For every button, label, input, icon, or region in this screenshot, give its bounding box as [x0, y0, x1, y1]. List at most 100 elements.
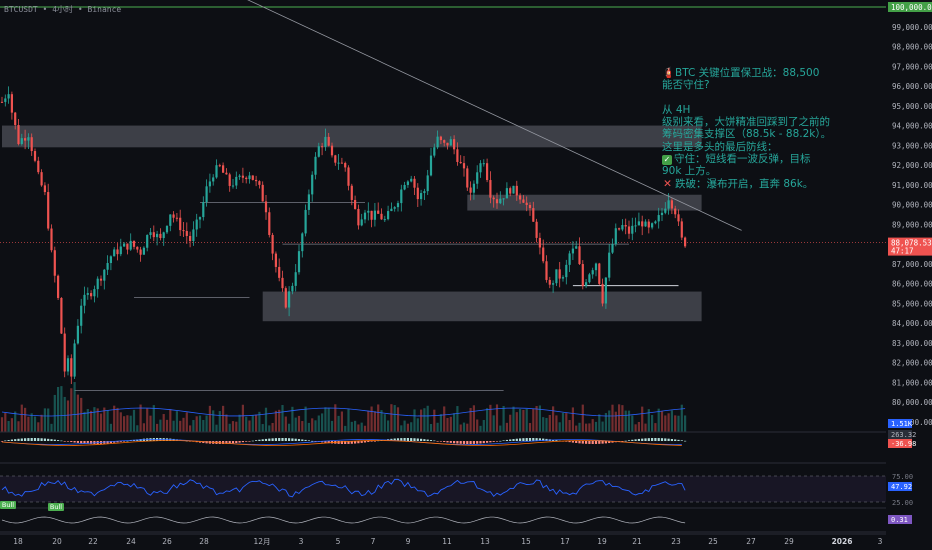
macd-histogram-bar	[495, 441, 499, 442]
volume-bar	[370, 406, 373, 432]
macd-histogram-bar	[453, 441, 456, 444]
macd-line	[1, 439, 682, 445]
volume-bar	[126, 415, 129, 432]
candle-body	[565, 264, 568, 278]
macd-histogram-bar	[7, 440, 10, 441]
rsi-value-label-box	[888, 482, 912, 491]
price-tick-label: 94,000.00	[892, 122, 932, 131]
candle-body	[136, 246, 139, 250]
price-axis[interactable]: 100,000.00 99,000.00 98,000.00 97,000.00 96,…	[886, 0, 932, 550]
macd-histogram-bar	[314, 441, 317, 442]
annotation-line: ✓ 守住：短线看一波反弹，目标	[662, 153, 830, 166]
volume-bar	[469, 407, 472, 432]
time-axis[interactable]: 18 20 22 24 26 28 12月 3 5 7 9 11 13 15 17 19 21 23 25 27 29 2…	[0, 533, 886, 546]
volume-bar	[274, 410, 277, 432]
price-tick-label: 99,000.00	[892, 23, 932, 32]
candle-body	[426, 175, 429, 192]
macd-histogram-bar	[436, 441, 439, 442]
candle-body	[172, 214, 175, 218]
candle-body	[50, 228, 53, 251]
volume-bar	[76, 394, 79, 432]
macd-histogram-bar	[459, 441, 462, 444]
volume-bar	[429, 423, 433, 432]
candle-body	[588, 274, 591, 283]
volume-bar	[99, 413, 103, 432]
candle-body	[555, 269, 558, 284]
annotation-line: 能否守住?	[662, 79, 830, 91]
volume-bar	[538, 405, 541, 432]
interval-label[interactable]: 4小时	[52, 5, 74, 14]
volume-bar	[33, 416, 37, 432]
candle-body	[660, 212, 664, 216]
top-price-label: 100,000.00	[891, 3, 932, 12]
volume-bar	[291, 406, 294, 432]
price-tick-label: 85,000.00	[892, 299, 932, 308]
volume-bar	[449, 416, 452, 432]
price-axis-background	[886, 0, 932, 550]
volume-bar	[50, 423, 53, 432]
analysis-annotation[interactable]: 🧯BTC 关键位置保卫战：88,500 能否守住? 从 4H 级别来看，大饼精准回踩…	[662, 67, 831, 190]
candle-body	[208, 181, 211, 187]
macd-histogram-bar	[126, 440, 129, 442]
candle-body	[416, 187, 419, 200]
volume-bar	[654, 423, 657, 432]
time-tick-label: 12月	[253, 537, 270, 546]
candle-body	[83, 294, 86, 306]
macd-histogram-bar	[73, 441, 76, 443]
volume-ma-line	[1, 407, 686, 417]
volume-bar	[528, 423, 532, 432]
candle-body	[93, 289, 96, 297]
symbol-header: BTCUSDT • 4小时 • Binance	[4, 4, 121, 15]
candle-body	[238, 175, 241, 177]
volume-bar	[611, 404, 614, 432]
volume-bar	[664, 415, 667, 432]
volume-bar	[334, 404, 337, 432]
macd-histogram-bar	[591, 441, 594, 444]
annotation-text: 守住：短线看一波反弹，目标	[674, 153, 811, 166]
macd-histogram-bar	[684, 440, 687, 442]
descending-trendline[interactable]	[246, 0, 742, 231]
volume-bar	[413, 409, 416, 432]
volume-bar	[139, 404, 142, 432]
price-tick-label: 95,000.00	[892, 102, 932, 111]
volume-bar	[324, 407, 327, 432]
candle-body	[664, 208, 667, 213]
annotation-line: ✕ 跌破：瀑布开启，直奔 86k。	[662, 178, 830, 190]
volume-bar	[575, 425, 578, 432]
macd-histogram-bar	[354, 441, 357, 444]
candle-body	[179, 217, 182, 231]
volume-bar	[552, 406, 555, 432]
volume-bar	[225, 414, 228, 432]
volume-bar	[426, 405, 429, 432]
volume-bar	[156, 423, 159, 432]
annotation-text: 跌破：瀑布开启，直奔 86k。	[675, 177, 814, 190]
macd-histogram-bar	[370, 441, 373, 442]
volume-bar	[380, 410, 383, 432]
macd-histogram-bar	[80, 441, 83, 444]
macd-histogram-bar	[406, 438, 409, 441]
symbol-name[interactable]: BTCUSDT	[4, 5, 38, 14]
price-tick-label: 89,000.00	[892, 220, 932, 229]
volume-bar	[505, 422, 508, 432]
candle-body	[515, 185, 518, 196]
macd-histogram-bar	[535, 438, 538, 441]
macd-histogram-bar	[27, 438, 30, 441]
volume-bar	[684, 415, 687, 432]
candle-body	[347, 167, 350, 186]
candle-body	[169, 214, 172, 226]
candle-body	[123, 243, 126, 247]
macd-histogram-bar	[274, 438, 277, 441]
volume-bar	[383, 414, 386, 432]
volume-bar	[641, 406, 644, 432]
price-tick-label: 82,000.00	[892, 359, 932, 368]
price-tick-label: 93,000.00	[892, 141, 932, 150]
macd-histogram-bar	[119, 441, 122, 442]
candle-body	[307, 194, 310, 210]
macd-histogram-bar	[420, 438, 423, 441]
candle-body	[631, 225, 634, 234]
macd-histogram-bar	[499, 440, 502, 442]
volume-bar	[634, 424, 637, 432]
volume-bar	[406, 423, 409, 432]
macd-histogram-bar	[429, 440, 433, 441]
